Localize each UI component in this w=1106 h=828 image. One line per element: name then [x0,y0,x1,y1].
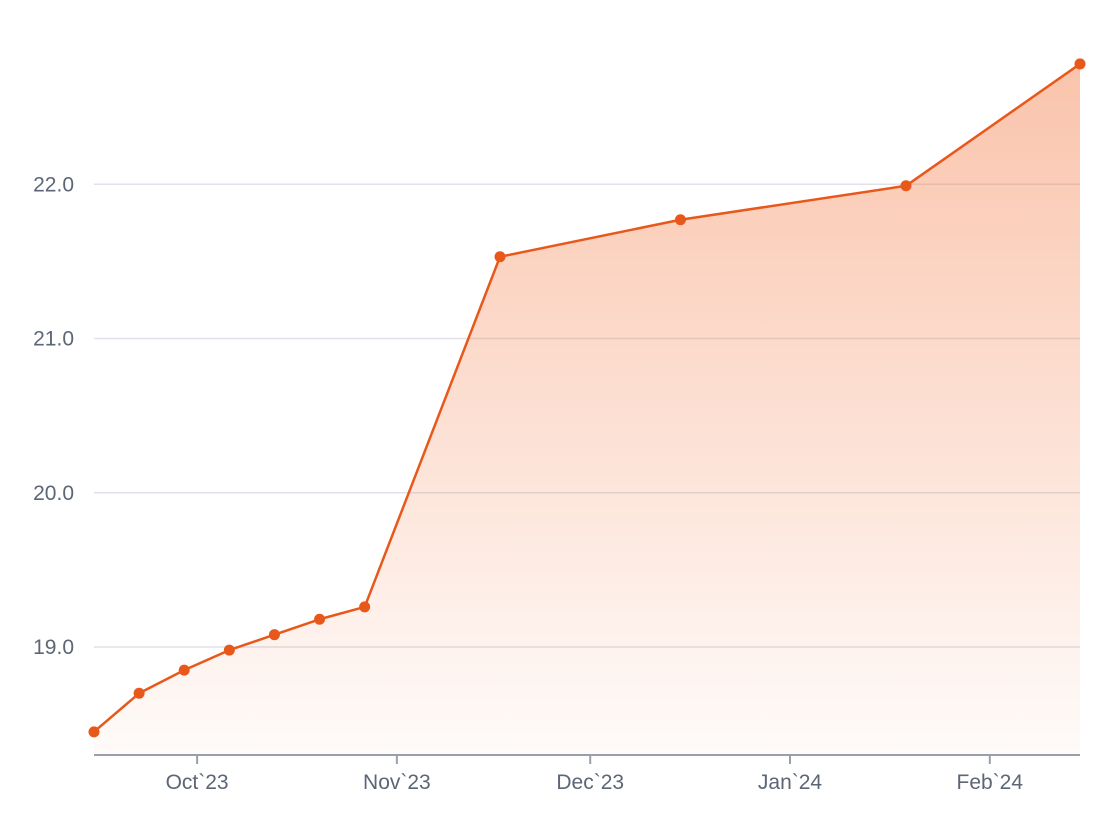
data-point [133,687,145,699]
area-fill-layer [94,63,1080,756]
data-point [900,180,912,192]
data-points [88,58,1086,738]
data-point [88,726,100,738]
x-tick-label: Feb`24 [957,771,1024,794]
y-tick-label: 19.0 [33,636,74,659]
x-tick-label: Oct`23 [166,771,229,794]
data-point [1074,58,1086,70]
data-point [494,251,506,263]
y-tick-label: 21.0 [33,328,74,351]
area-fill [94,63,1080,756]
x-tick-label: Dec`23 [556,771,624,794]
data-point [359,601,371,613]
y-axis-labels: 19.0 20.0 21.0 22.0 [33,173,74,659]
data-point [178,664,190,676]
y-tick-label: 20.0 [33,482,74,505]
x-axis: Oct`23 Nov`23 Dec`23 Jan`24 Feb`24 [94,754,1080,794]
data-point [674,214,686,226]
data-point [268,629,280,641]
y-tick-label: 22.0 [33,173,74,196]
x-tick-label: Nov`23 [363,771,431,794]
data-point [223,644,235,656]
x-tick-label: Jan`24 [758,771,823,794]
data-point [314,613,326,625]
